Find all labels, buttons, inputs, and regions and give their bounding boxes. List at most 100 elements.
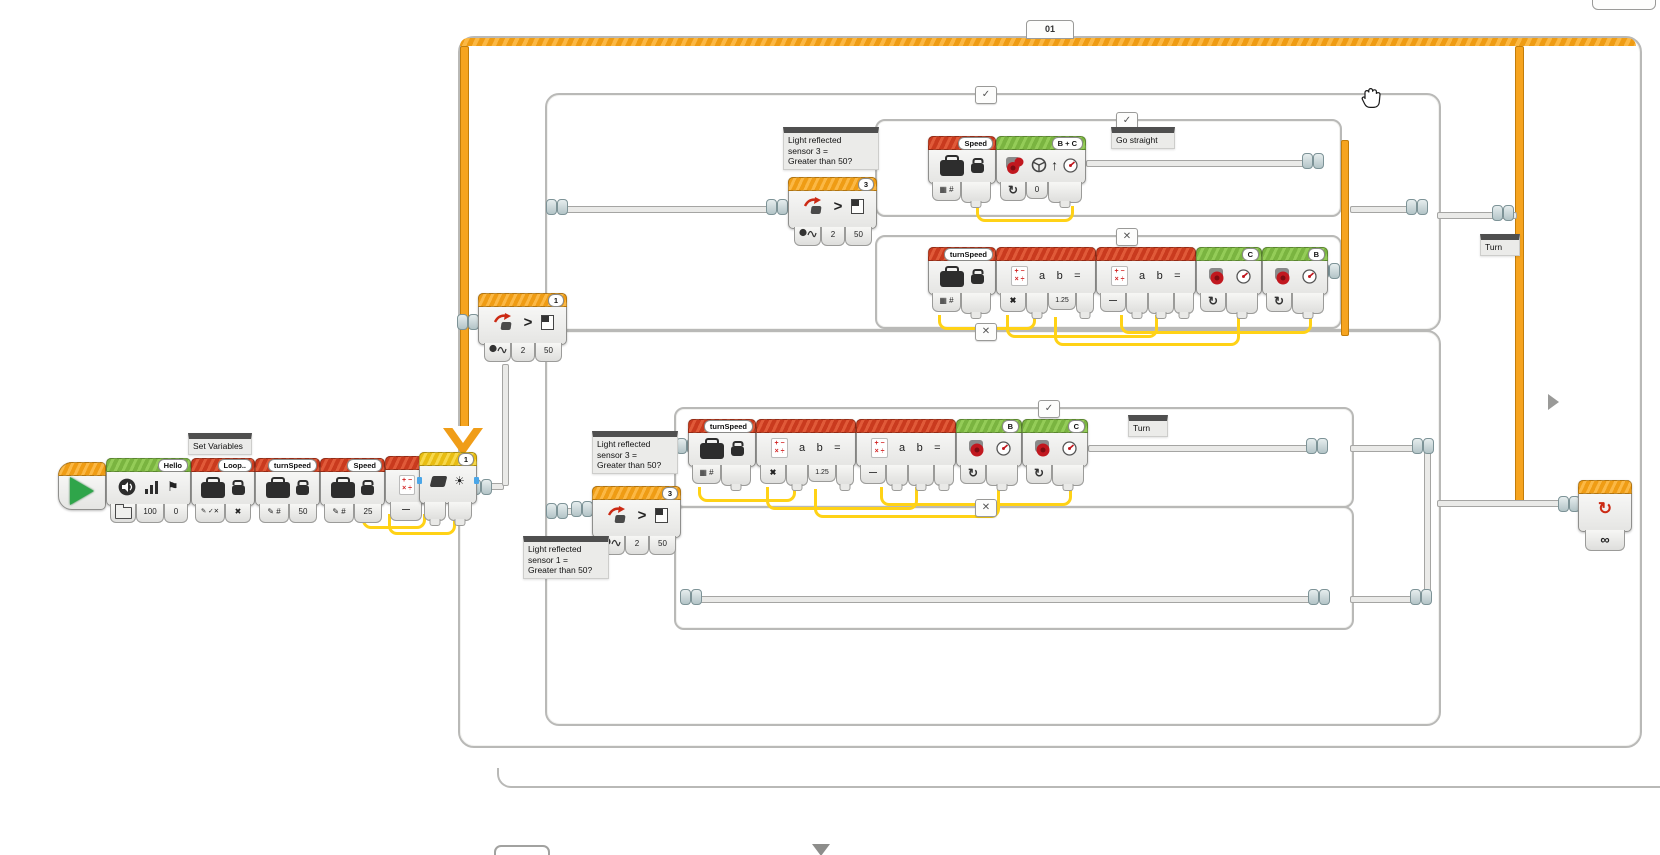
offscreen-loop-tab[interactable] bbox=[1592, 0, 1656, 10]
speed-input-field[interactable] bbox=[1048, 182, 1082, 203]
comment-set-variables[interactable]: Set Variables bbox=[188, 433, 252, 455]
switch-port-tab[interactable]: 3 bbox=[857, 178, 874, 191]
sound-volume-field[interactable]: 100 bbox=[136, 504, 164, 523]
motor-on-mode-field[interactable]: ↻ bbox=[1200, 293, 1226, 312]
operand-a-field[interactable] bbox=[1126, 293, 1148, 314]
variable-name-tab[interactable]: Loop.. bbox=[217, 459, 252, 472]
math-op-multiply-field[interactable]: ✖ bbox=[1000, 293, 1026, 312]
steering-value-field[interactable]: 0 bbox=[1026, 182, 1048, 199]
compare-type-field[interactable]: 2 bbox=[625, 536, 649, 555]
switch-sensor3-lower-block[interactable]: 3 > 2 50 bbox=[592, 486, 681, 555]
switch-mode-field[interactable] bbox=[484, 343, 511, 362]
loop-01-label-tab[interactable]: 01 bbox=[1026, 20, 1074, 39]
sound-name-tab[interactable]: Hello bbox=[157, 459, 188, 472]
motor-b-block[interactable]: B ↻ bbox=[956, 419, 1022, 486]
switch-port-tab[interactable]: 1 bbox=[547, 294, 564, 307]
motor-on-mode-field[interactable]: ↻ bbox=[960, 465, 986, 484]
result-field[interactable] bbox=[1174, 293, 1194, 314]
math-op-subtract-field[interactable]: — bbox=[1100, 293, 1126, 312]
false-branch-tab[interactable]: ✕ bbox=[975, 323, 997, 341]
operand-b-field[interactable]: 1.25 bbox=[1048, 293, 1076, 310]
threshold-field[interactable]: 50 bbox=[649, 536, 676, 555]
motor-on-mode-field[interactable]: ↻ bbox=[1000, 182, 1026, 201]
sensor-output-field[interactable] bbox=[448, 502, 472, 521]
false-branch-tab[interactable]: ✕ bbox=[1116, 228, 1138, 246]
variable-read-turnspeed-block[interactable]: turnSpeed ▦ # bbox=[928, 247, 996, 314]
read-numeric-mode-field[interactable]: ▦ # bbox=[932, 293, 961, 312]
variable-read-speed-block[interactable]: Speed ▦ # bbox=[928, 136, 996, 203]
move-steering-block[interactable]: B + C ↑ ↻ 0 bbox=[996, 136, 1086, 203]
read-numeric-mode-field[interactable]: ▦ # bbox=[692, 465, 721, 484]
motor-c-block[interactable]: C ↻ bbox=[1022, 419, 1088, 486]
comment-sensor1[interactable]: Light reflected sensor 1 = Greater than … bbox=[523, 536, 609, 579]
read-numeric-mode-field[interactable]: ▦ # bbox=[932, 182, 961, 201]
write-numeric-mode-field[interactable]: ✎ # bbox=[324, 504, 354, 523]
variable-output-field[interactable] bbox=[961, 293, 991, 314]
math-subtract-block[interactable]: + − × ÷ a b = — bbox=[856, 419, 956, 486]
scroll-down-arrow-icon[interactable] bbox=[812, 844, 830, 855]
math-subtract-block[interactable]: + − × ÷ a b = — bbox=[1096, 247, 1196, 314]
loop-end-block[interactable]: ↻ ∞ bbox=[1578, 480, 1632, 551]
motor-on-mode-field[interactable]: ↻ bbox=[1266, 293, 1292, 312]
true-branch-tab[interactable]: ✓ bbox=[1038, 400, 1060, 418]
motor-port-tab[interactable]: B bbox=[1001, 420, 1019, 433]
comment-sensor3-upper[interactable]: Light reflected sensor 3 = Greater than … bbox=[783, 127, 879, 170]
switch-sensor1-block[interactable]: 1 > 2 50 bbox=[478, 293, 567, 362]
sensor-port-tab[interactable]: 1 bbox=[457, 453, 474, 466]
motor-on-mode-field[interactable]: ↻ bbox=[1026, 465, 1052, 484]
switch-sensor3-lower-false-pane[interactable] bbox=[674, 506, 1354, 630]
motor-port-tab[interactable]: C bbox=[1067, 420, 1085, 433]
variable-name-tab[interactable]: turnSpeed bbox=[943, 248, 993, 261]
operand-a-field[interactable] bbox=[786, 465, 808, 486]
math-op-subtract-field[interactable]: — bbox=[860, 465, 886, 484]
variable-name-tab[interactable]: turnSpeed bbox=[267, 459, 317, 472]
write-numeric-mode-field[interactable]: ✎ # bbox=[259, 504, 289, 523]
operand-a-field[interactable] bbox=[886, 465, 908, 486]
power-input-field[interactable] bbox=[986, 465, 1018, 486]
turnspeed-value-field[interactable]: 50 bbox=[289, 504, 317, 523]
math-multiply-block[interactable]: + − × ÷ a b = ✖ 1.25 bbox=[756, 419, 856, 486]
motor-c-block[interactable]: C ↻ bbox=[1196, 247, 1262, 314]
compare-type-field[interactable]: 2 bbox=[511, 343, 535, 362]
variable-write-speed-block[interactable]: Speed ✎ # 25 bbox=[320, 458, 385, 523]
threshold-field[interactable]: 50 bbox=[845, 227, 872, 246]
partial-tab-bottom[interactable] bbox=[494, 845, 550, 855]
comment-turn-upper[interactable]: Turn bbox=[1480, 234, 1520, 256]
math-multiply-block[interactable]: + − × ÷ a b = ✖ 1.25 bbox=[996, 247, 1096, 314]
operand-b-field[interactable]: 1.25 bbox=[808, 465, 836, 482]
variable-read-turnspeed-block[interactable]: turnSpeed ▦ # bbox=[688, 419, 756, 486]
variable-name-tab[interactable]: turnSpeed bbox=[703, 420, 753, 433]
threshold-field[interactable]: 50 bbox=[535, 343, 562, 362]
motor-b-block[interactable]: B ↻ bbox=[1262, 247, 1328, 314]
operand-a-field[interactable] bbox=[1026, 293, 1048, 314]
comment-sensor3-lower[interactable]: Light reflected sensor 3 = Greater than … bbox=[592, 431, 678, 474]
power-input-field[interactable] bbox=[1292, 293, 1324, 314]
color-sensor-block[interactable]: 1 ☀ bbox=[417, 452, 479, 521]
power-input-field[interactable] bbox=[1226, 293, 1258, 314]
operand-b-field[interactable] bbox=[908, 465, 934, 486]
variable-write-turnspeed-block[interactable]: turnSpeed ✎ # 50 bbox=[255, 458, 320, 523]
motor-ports-tab[interactable]: B + C bbox=[1051, 137, 1083, 150]
power-input-field[interactable] bbox=[1052, 465, 1084, 486]
operand-b-field[interactable] bbox=[1148, 293, 1174, 314]
variable-output-field[interactable] bbox=[961, 182, 991, 203]
false-branch-tab[interactable]: ✕ bbox=[975, 499, 997, 517]
switch-mode-field[interactable] bbox=[794, 227, 821, 246]
comment-turn-lower[interactable]: Turn bbox=[1128, 415, 1168, 437]
variable-name-tab[interactable]: Speed bbox=[347, 459, 382, 472]
sensor-output-field[interactable] bbox=[424, 502, 446, 521]
speed-value-field[interactable]: 25 bbox=[354, 504, 382, 523]
math-op-subtract-field[interactable]: — bbox=[390, 502, 422, 521]
result-field[interactable] bbox=[836, 465, 854, 486]
start-block[interactable] bbox=[58, 462, 106, 510]
comment-go-straight[interactable]: Go straight bbox=[1111, 127, 1175, 149]
switch-sensor3-upper-block[interactable]: 3 > 2 50 bbox=[788, 177, 877, 246]
loop-end-mode-infinite[interactable]: ∞ bbox=[1585, 530, 1625, 551]
compare-type-field[interactable]: 2 bbox=[821, 227, 845, 246]
result-field[interactable] bbox=[934, 465, 954, 486]
variable-name-tab[interactable]: Speed bbox=[958, 137, 993, 150]
sound-playtype-field[interactable]: 0 bbox=[164, 504, 188, 523]
motor-port-tab[interactable]: B bbox=[1307, 248, 1325, 261]
result-field[interactable] bbox=[1076, 293, 1094, 314]
